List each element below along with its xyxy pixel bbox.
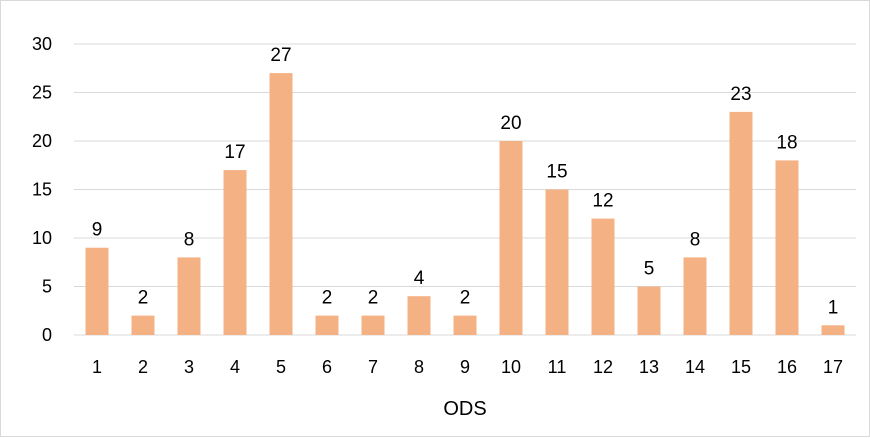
x-tick-label: 16 xyxy=(777,357,797,377)
gridlines xyxy=(74,43,856,336)
x-axis-title: ODS xyxy=(443,398,486,420)
x-tick-label: 17 xyxy=(823,357,843,377)
bar xyxy=(361,315,385,335)
bar xyxy=(545,189,569,335)
bar xyxy=(223,170,247,335)
data-label: 17 xyxy=(224,142,245,163)
x-tick-label: 5 xyxy=(276,357,286,377)
x-tick-label: 12 xyxy=(593,357,613,377)
bar xyxy=(453,315,477,335)
data-label: 2 xyxy=(138,288,149,309)
bar xyxy=(269,73,293,335)
bar xyxy=(775,160,799,335)
x-axis-tick-labels: 1 2 3 4 5 6 7 8 9 10 11 12 13 14 15 16 17 xyxy=(92,357,843,377)
bar xyxy=(499,141,523,335)
data-label: 20 xyxy=(500,113,521,134)
bar xyxy=(729,111,753,336)
data-label: 12 xyxy=(592,191,613,212)
data-label: 2 xyxy=(368,288,379,309)
x-tick-label: 10 xyxy=(501,357,521,377)
data-label: 9 xyxy=(92,220,103,241)
y-tick-label: 5 xyxy=(42,277,52,297)
x-tick-label: 4 xyxy=(230,357,240,377)
bar xyxy=(637,286,661,335)
bar xyxy=(131,315,155,335)
bar xyxy=(683,257,707,335)
y-tick-label: 0 xyxy=(42,325,52,345)
bar xyxy=(177,257,201,335)
data-label: 8 xyxy=(690,229,701,250)
data-label: 2 xyxy=(322,288,333,309)
x-tick-label: 11 xyxy=(548,357,567,377)
data-label: 8 xyxy=(184,229,195,250)
x-tick-label: 9 xyxy=(460,357,470,377)
data-label: 2 xyxy=(460,288,471,309)
x-tick-label: 6 xyxy=(322,357,332,377)
x-tick-label: 15 xyxy=(731,357,751,377)
bar xyxy=(407,296,431,335)
y-tick-label: 30 xyxy=(32,34,52,54)
data-labels: 9 2 8 17 27 2 2 4 2 20 15 12 5 8 23 18 1 xyxy=(92,45,839,318)
data-label: 27 xyxy=(270,45,291,66)
data-label: 4 xyxy=(414,268,425,289)
data-label: 5 xyxy=(644,259,655,280)
x-tick-label: 13 xyxy=(639,357,659,377)
y-axis-tick-labels: 0 5 10 15 20 25 30 xyxy=(32,34,52,345)
bar xyxy=(315,315,339,335)
x-tick-label: 8 xyxy=(414,357,424,377)
x-tick-label: 14 xyxy=(685,357,705,377)
data-label: 1 xyxy=(828,297,839,318)
x-tick-label: 2 xyxy=(138,357,148,377)
y-tick-label: 25 xyxy=(32,83,52,103)
bar xyxy=(85,247,109,335)
bar xyxy=(821,325,845,335)
data-label: 18 xyxy=(776,132,797,153)
x-tick-label: 3 xyxy=(184,357,194,377)
x-tick-label: 7 xyxy=(368,357,378,377)
y-tick-label: 15 xyxy=(32,180,52,200)
data-label: 23 xyxy=(730,84,751,105)
data-label: 15 xyxy=(546,162,567,183)
x-tick-label: 1 xyxy=(92,357,102,377)
y-tick-label: 20 xyxy=(32,131,52,151)
y-tick-label: 10 xyxy=(32,228,52,248)
bars xyxy=(85,73,845,336)
bar xyxy=(591,218,615,335)
